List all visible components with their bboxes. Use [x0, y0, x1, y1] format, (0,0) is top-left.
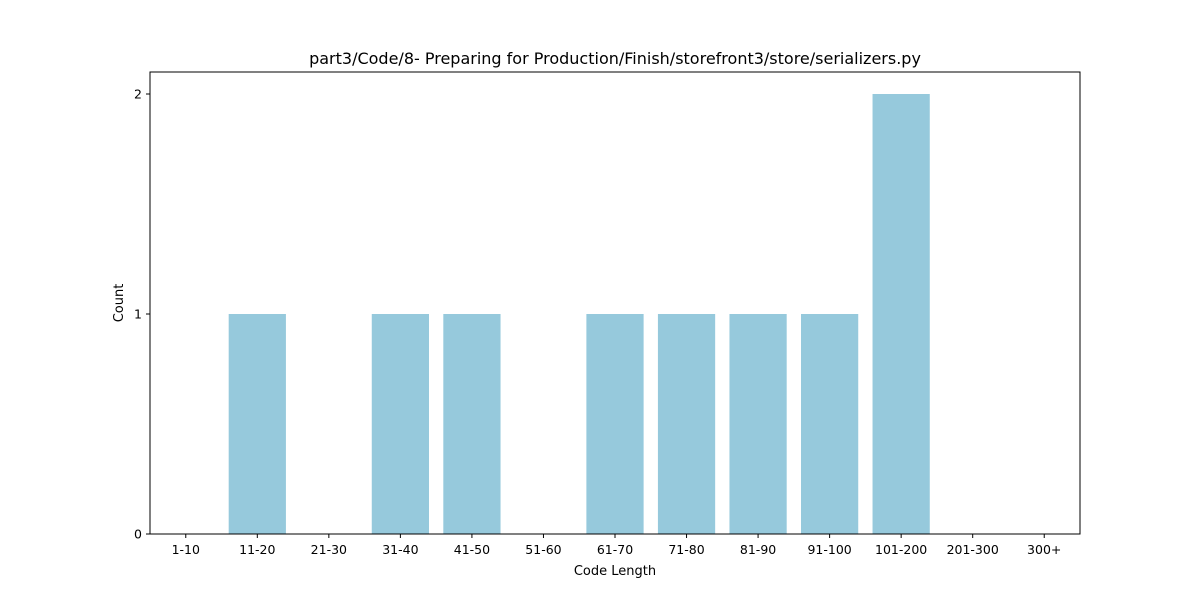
x-tick-label: 91-100 [807, 542, 851, 557]
x-tick-label: 71-80 [668, 542, 704, 557]
bar-41-50 [443, 314, 501, 534]
bar-81-90 [729, 314, 787, 534]
x-axis: 1-10 11-20 21-30 31-40 41-50 51-60 61-70 71-80 8… [172, 534, 1061, 557]
x-tick-label: 81-90 [740, 542, 776, 557]
y-tick-label: 1 [134, 307, 142, 322]
y-axis-label: Count [112, 284, 127, 323]
y-tick-label: 0 [134, 527, 142, 542]
bar-101-200 [872, 94, 930, 534]
x-tick-label: 51-60 [525, 542, 561, 557]
x-tick-label: 21-30 [311, 542, 347, 557]
x-tick-label: 201-300 [947, 542, 999, 557]
x-tick-label: 61-70 [597, 542, 633, 557]
x-tick-label: 41-50 [454, 542, 490, 557]
chart-title: part3/Code/8- Preparing for Production/F… [309, 49, 921, 68]
bar-31-40 [371, 314, 429, 534]
bar-91-100 [801, 314, 859, 534]
bars-layer [228, 94, 930, 534]
bar-11-20 [228, 314, 286, 534]
x-tick-label: 300+ [1027, 542, 1061, 557]
x-axis-label: Code Length [574, 564, 656, 579]
x-tick-label: 1-10 [172, 542, 200, 557]
bar-61-70 [586, 314, 644, 534]
y-tick-label: 2 [134, 87, 142, 102]
x-tick-label: 31-40 [382, 542, 418, 557]
y-axis: 0 1 2 [134, 87, 150, 542]
x-tick-label: 101-200 [875, 542, 927, 557]
x-tick-label: 11-20 [239, 542, 275, 557]
bar-71-80 [657, 314, 716, 534]
